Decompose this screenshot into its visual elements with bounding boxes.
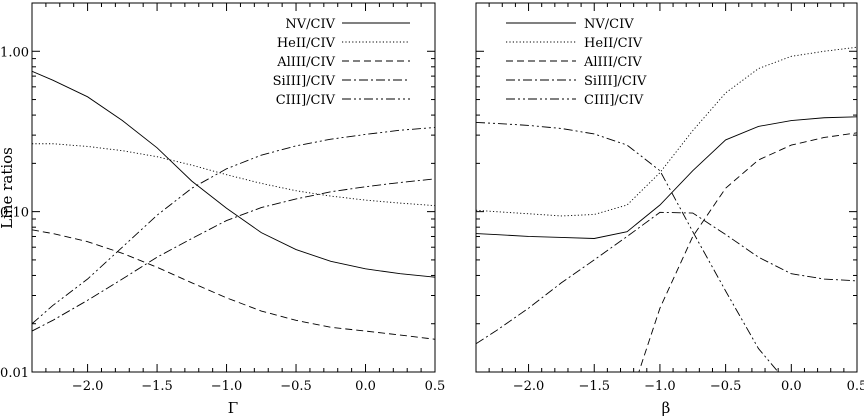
legend-right: NV/CIV HeII/CIV AlIII/CIV SiIII]/CIV CIII]/C… [506,17,647,108]
x-tick-label: −1.5 [578,379,610,394]
x-tick-label: −1.0 [644,379,676,394]
x-tick-label: 0.0 [781,379,802,394]
x-tick-label: −2.0 [72,379,104,394]
x-tick-label: 0.5 [847,379,864,394]
ticks-right [475,2,858,373]
x-tick-label: −1.0 [211,379,243,394]
series-line-ciiiciv [32,126,435,325]
y-tick-label: 1.00 [0,45,29,60]
series-line-ciiiciv [476,121,779,372]
plot-frame-left [31,2,436,373]
x-axis-label-right: β [662,399,671,417]
legend-label: NV/CIV [285,17,335,32]
plot-frame-right [475,2,858,373]
legend-label: SiIII]/CIV [584,74,647,89]
series-line-nvciv [476,116,857,239]
y-tick-label: 0.01 [0,366,29,381]
series-line-heiiciv [32,143,435,207]
series-line-siiiiciv [476,211,857,345]
x-tick-label: 0.5 [425,379,446,394]
y-tick-label: 0.10 [0,206,29,221]
legend-label: NV/CIV [584,17,634,32]
x-tick-label: −2.0 [513,379,545,394]
series-right [476,46,857,372]
series-left [32,70,435,340]
series-line-nvciv [32,70,435,278]
tick-labels-right: −2.0 −1.5 −1.0 −0.5 0.0 0.5 [513,379,864,394]
legend-label: AlIII/CIV [276,55,335,70]
ticks-left [31,2,436,373]
panel-left: −2.0 −1.5 −1.0 −0.5 0.0 0.5 1.00 0.10 0.01 NV/CI… [0,2,445,417]
tick-labels-left: −2.0 −1.5 −1.0 −0.5 0.0 0.5 1.00 0.10 0.01 [0,45,445,394]
x-tick-label: −1.5 [141,379,173,394]
legend-label: HeII/CIV [584,36,643,51]
legend-left: NV/CIV HeII/CIV AlIII/CIV SiIII]/CIV CIII]/C… [273,17,410,108]
legend-label: AlIII/CIV [583,55,642,70]
legend-label: SiIII]/CIV [273,74,336,89]
panel-right: −2.0 −1.5 −1.0 −0.5 0.0 0.5 NV/CIV HeII/CIV AlI… [475,2,864,417]
x-axis-label-left: Γ [228,399,238,417]
series-line-siiiiciv [32,178,435,332]
legend-label: HeII/CIV [277,36,336,51]
legend-label: CIII]/CIV [276,93,336,108]
x-tick-label: 0.0 [355,379,376,394]
x-tick-label: −0.5 [710,379,742,394]
legend-label: CIII]/CIV [584,93,644,108]
x-tick-label: −0.5 [280,379,312,394]
series-line-heiiciv [476,46,857,217]
y-axis-label: Line ratios [0,147,16,229]
series-line-aliiiciv [32,229,435,340]
